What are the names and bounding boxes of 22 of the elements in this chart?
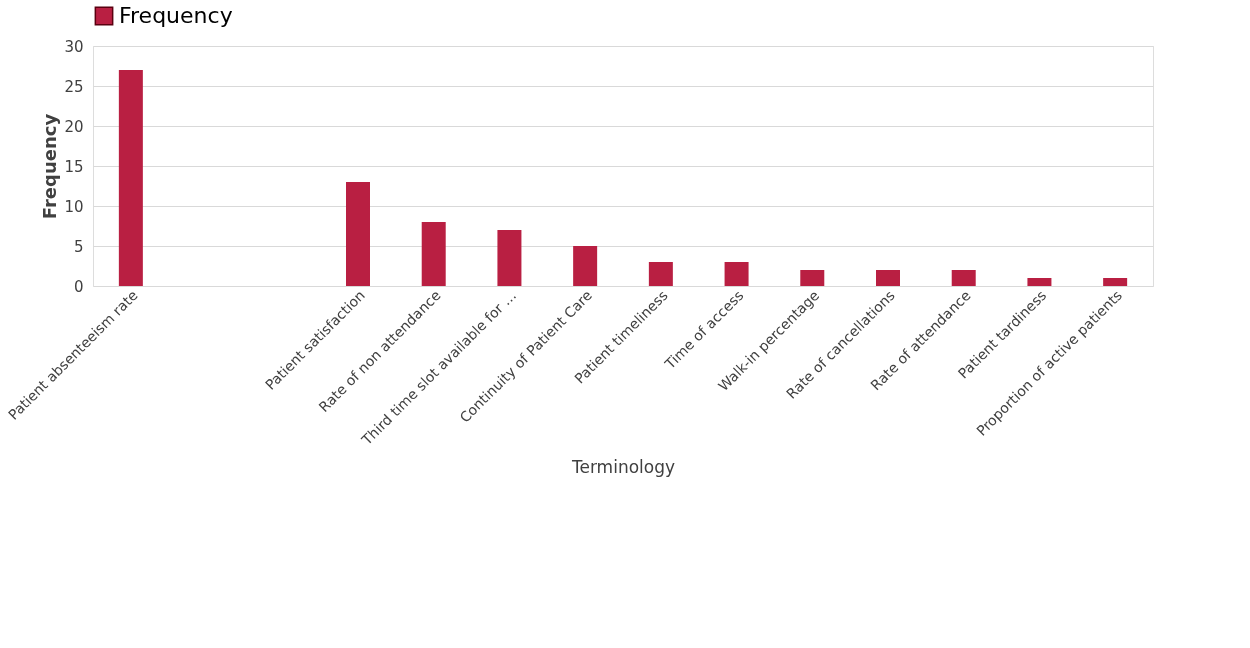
bar <box>421 222 446 286</box>
bar <box>573 246 598 286</box>
y-tick-label: 30 <box>64 37 84 56</box>
y-axis-title: Frequency <box>39 113 61 220</box>
y-tick-label: 0 <box>73 277 84 296</box>
bar <box>951 270 976 286</box>
bar <box>876 270 900 286</box>
x-axis-title: Terminology <box>570 456 676 477</box>
bar <box>1103 278 1128 286</box>
y-tick-label: 5 <box>73 237 84 256</box>
bar <box>648 262 673 286</box>
bar <box>800 270 825 286</box>
bar <box>724 262 749 286</box>
y-tick-label: 15 <box>64 157 84 176</box>
y-tick-label: 20 <box>64 117 84 136</box>
bar <box>118 70 143 286</box>
y-tick-label: 10 <box>64 197 84 216</box>
y-tick-label: 25 <box>64 77 84 96</box>
bar <box>497 230 522 286</box>
bar <box>346 182 370 286</box>
legend-label: Frequency <box>119 3 233 28</box>
bar <box>1027 278 1052 286</box>
